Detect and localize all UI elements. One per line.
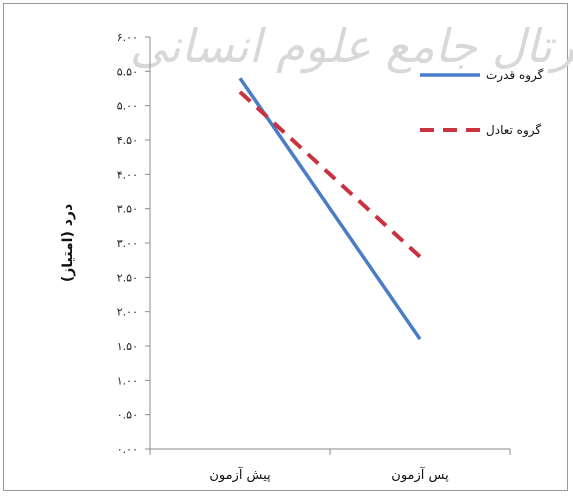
chart-frame: [3, 3, 568, 491]
y-tick-label: ۵.۰۰: [117, 100, 138, 113]
y-axis-title: درد (امتیاز): [60, 204, 76, 282]
series-line-1: [238, 77, 422, 341]
watermark-text: پرتال جامع علوم انسانی: [130, 19, 573, 74]
y-axis: ۰.۰۰ ۰.۵۰ ۱.۰۰ ۱.۵۰ ۲.۰۰ ۲.۵۰ ۳.۰۰ ۳.۵۰ ۴.۰۰ ۴.۵۰…: [117, 31, 151, 456]
legend: گروه قدرت گروه تعادل: [420, 68, 544, 138]
y-tick-label: ۲.۰۰: [117, 306, 138, 319]
y-tick-label: ۰.۵۰: [117, 409, 138, 422]
y-tick-label: ۲.۵۰: [117, 271, 138, 284]
y-tick-label: ۰.۰۰: [117, 443, 138, 456]
legend-label-1: گروه قدرت: [486, 68, 544, 83]
series-lines: [238, 77, 422, 341]
y-tick-label: ۵.۵۰: [117, 65, 138, 78]
x-category-label: پس آزمون: [391, 466, 449, 483]
series-line-2: [238, 90, 422, 259]
x-category-label: پیش آزمون: [209, 466, 271, 483]
y-tick-label: ۳.۰۰: [117, 237, 138, 250]
y-tick-label: ۱.۰۰: [117, 374, 138, 387]
y-tick-label: ۴.۰۰: [117, 168, 138, 181]
y-tick-label: ۴.۵۰: [117, 134, 138, 147]
y-tick-label: ۱.۵۰: [117, 340, 138, 353]
y-tick-label: ۶.۰۰: [117, 31, 138, 44]
y-tick-label: ۳.۵۰: [117, 203, 138, 216]
x-axis: پیش آزمون پس آزمون: [149, 448, 511, 483]
legend-label-2: گروه تعادل: [486, 123, 541, 138]
